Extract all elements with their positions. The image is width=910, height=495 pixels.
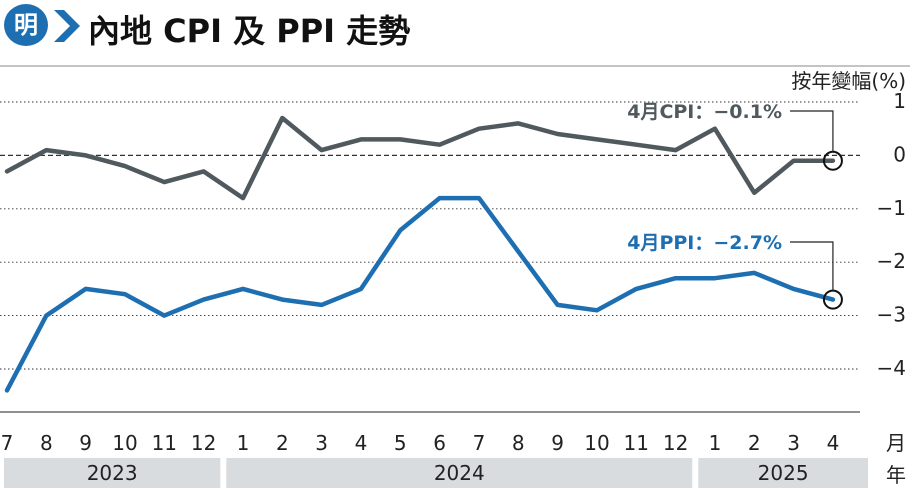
x-tick-label: 4 xyxy=(355,431,368,455)
x-tick-label: 5 xyxy=(394,431,407,455)
ppi-annotation: 4月PPI：−2.7% xyxy=(627,232,782,254)
header: 明 內地 CPI 及 PPI 走勢 xyxy=(0,0,910,52)
year-label: 2024 xyxy=(434,461,485,485)
chevron-right-icon xyxy=(54,10,80,42)
x-tick-label: 10 xyxy=(584,431,609,455)
x-tick-label: 7 xyxy=(473,431,486,455)
ppi-line xyxy=(4,195,836,393)
y-tick-label: −4 xyxy=(877,356,906,380)
x-tick-label: 2 xyxy=(276,431,289,455)
cpi-annotation: 4月CPI：−0.1% xyxy=(627,101,782,123)
cpi-line xyxy=(4,115,836,201)
x-tick-label: 7 xyxy=(1,431,14,455)
cpi-callout-leader xyxy=(790,110,834,152)
y-tick-label: −1 xyxy=(877,196,906,220)
y-tick-label: −3 xyxy=(877,303,906,327)
year-band xyxy=(4,458,221,488)
year-label: 2023 xyxy=(87,461,138,485)
y-tick-label: 1 xyxy=(893,89,906,113)
x-tick-label: 6 xyxy=(433,431,446,455)
year-band xyxy=(226,458,693,488)
x-tick-label: 9 xyxy=(79,431,92,455)
x-tick-label: 12 xyxy=(663,431,688,455)
ppi-callout-leader xyxy=(790,241,834,291)
x-tick-label: 12 xyxy=(191,431,216,455)
x-tick-label: 11 xyxy=(152,431,177,455)
y-tick-label: −2 xyxy=(877,249,906,273)
x-tick-label: 3 xyxy=(315,431,328,455)
x-axis-unit-year: 年 xyxy=(886,463,906,487)
y-axis-unit-label: 按年變幅(%) xyxy=(791,69,906,93)
x-axis-unit-month: 月 xyxy=(886,431,906,455)
x-tick-label: 1 xyxy=(237,431,250,455)
x-tick-label: 2 xyxy=(748,431,761,455)
x-tick-label: 11 xyxy=(624,431,649,455)
y-tick-label: 0 xyxy=(893,142,906,166)
year-label: 2025 xyxy=(758,461,809,485)
x-tick-label: 8 xyxy=(40,431,53,455)
year-band xyxy=(698,458,868,488)
newspaper-logo: 明 xyxy=(4,4,48,46)
x-tick-label: 9 xyxy=(551,431,564,455)
chart-title: 內地 CPI 及 PPI 走勢 xyxy=(88,12,411,50)
x-tick-label: 4 xyxy=(827,431,840,455)
x-tick-label: 10 xyxy=(112,431,137,455)
x-tick-label: 1 xyxy=(709,431,722,455)
x-tick-label: 3 xyxy=(787,431,800,455)
x-tick-label: 8 xyxy=(512,431,525,455)
